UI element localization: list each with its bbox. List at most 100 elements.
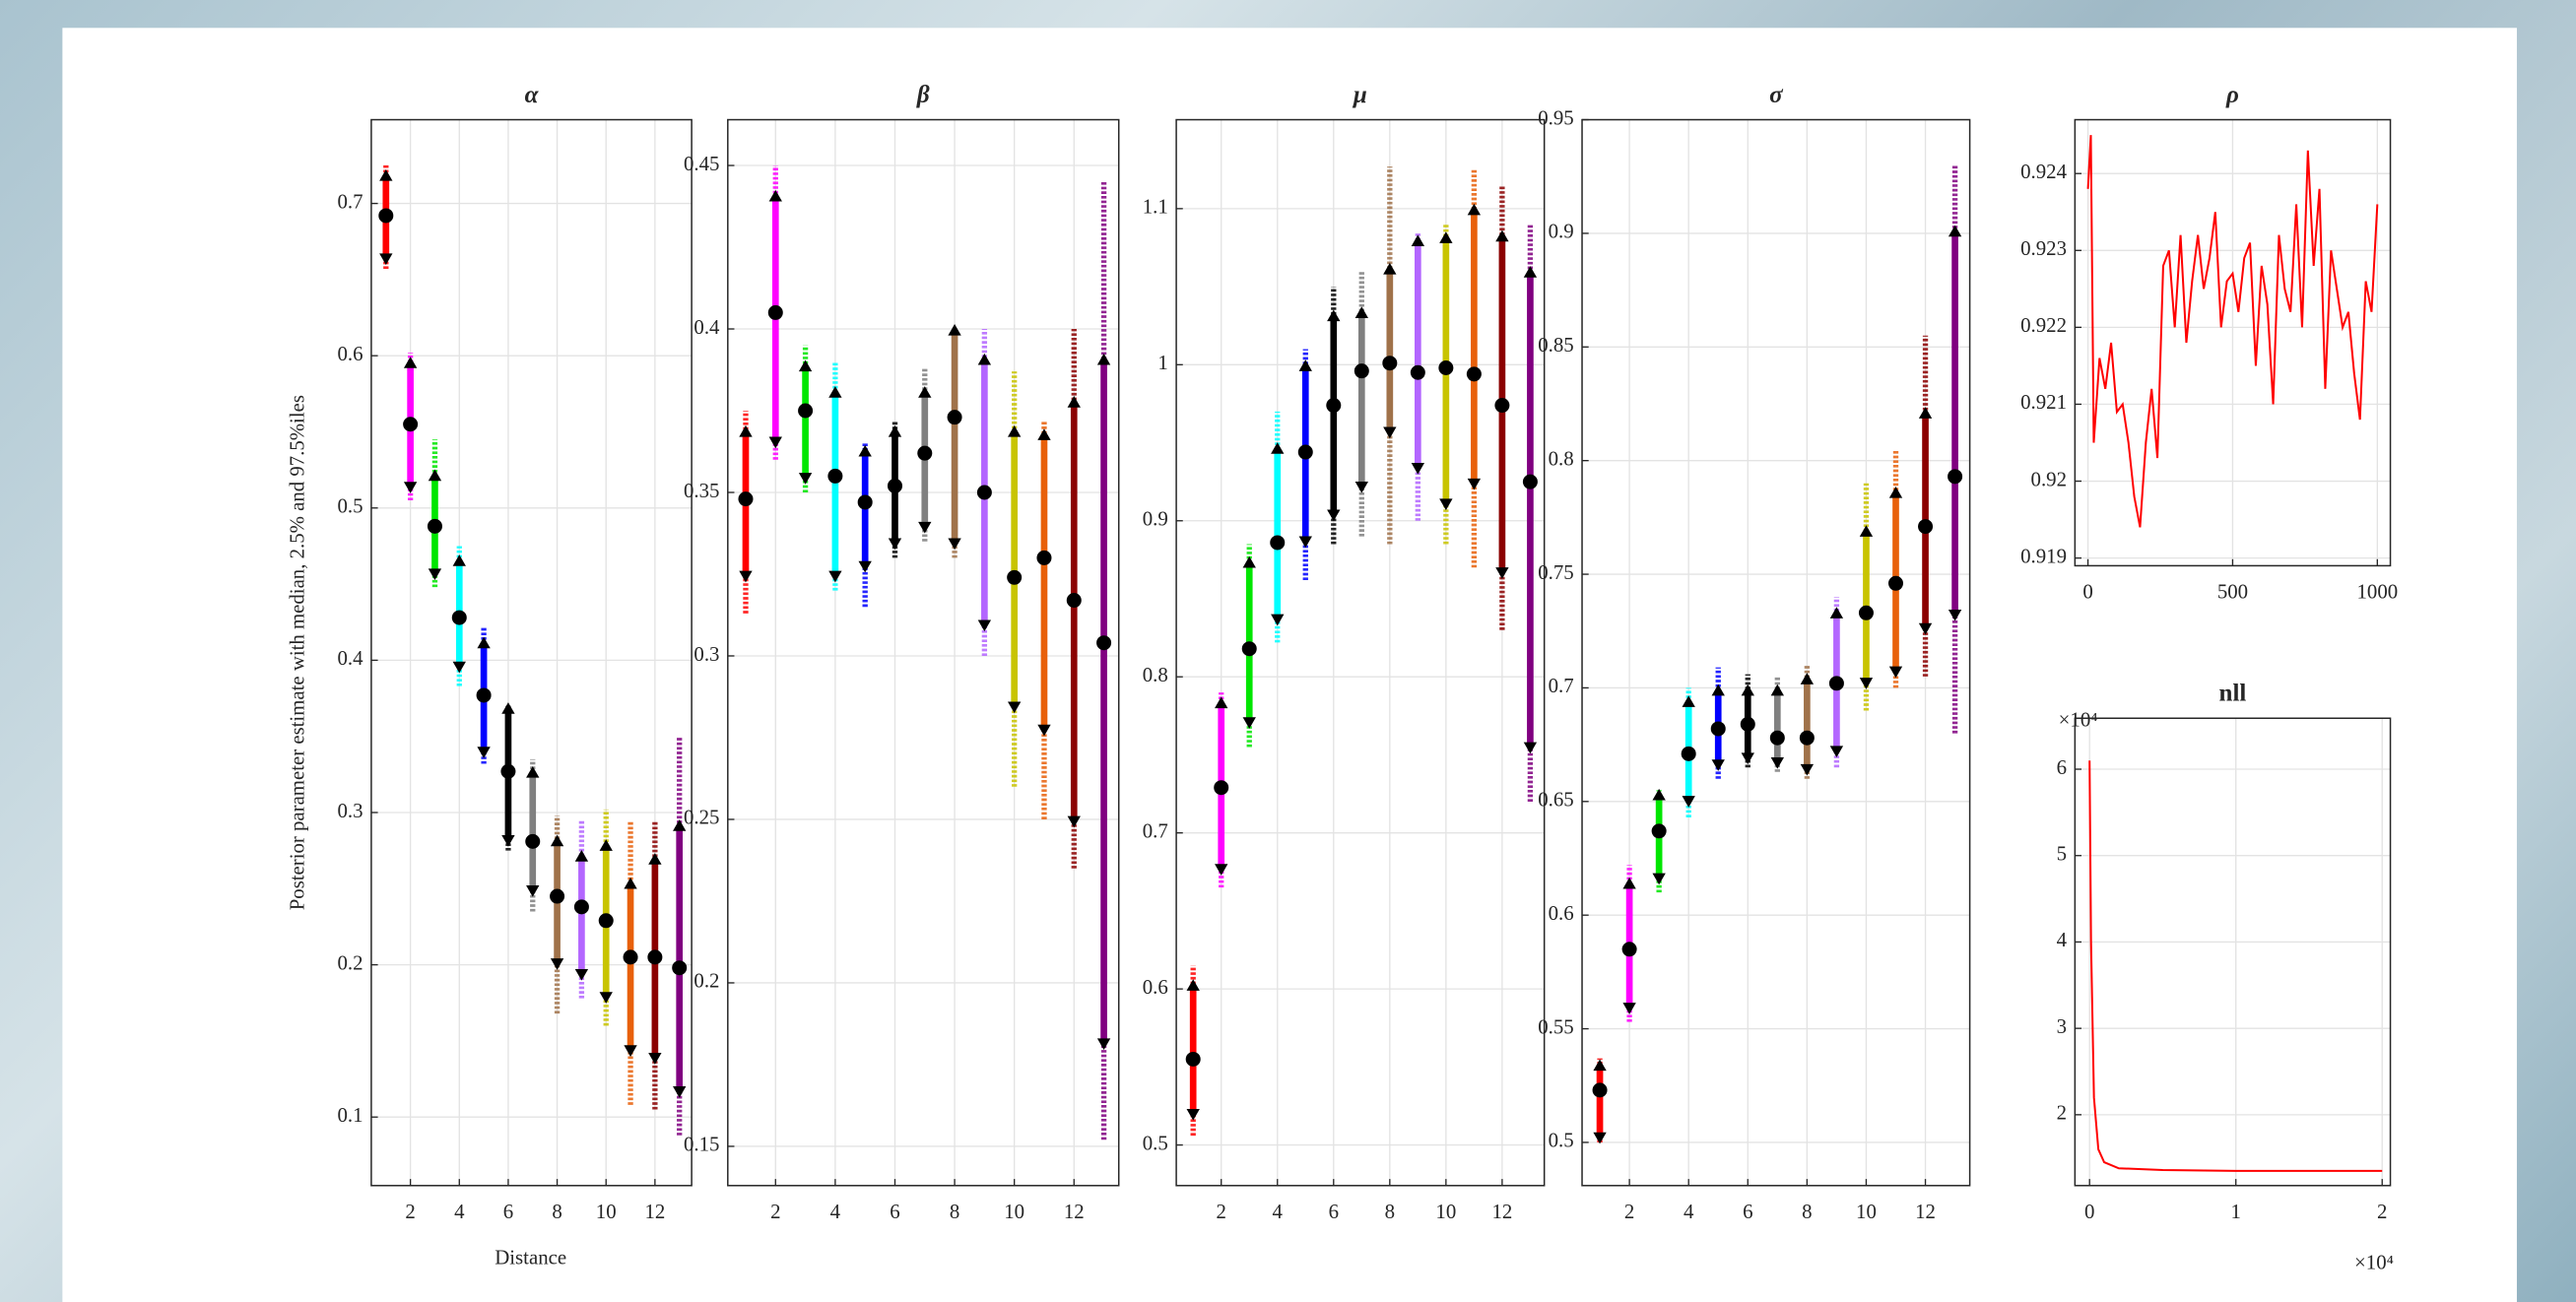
- upper-marker: [1888, 486, 1903, 498]
- x-tick-label: 10: [1004, 1200, 1024, 1223]
- upper-marker: [574, 850, 589, 862]
- y-tick-label: 0.9: [1143, 507, 1168, 531]
- upper-marker: [1829, 607, 1844, 618]
- median-marker: [798, 403, 814, 419]
- plot-area: [1582, 119, 1970, 1186]
- x-axis-label: Distance: [495, 1246, 566, 1269]
- lower-marker: [828, 570, 842, 583]
- y-tick-label: 0.5: [1549, 1129, 1574, 1152]
- y-tick-label: 0.75: [1538, 560, 1573, 584]
- upper-marker: [1523, 266, 1538, 278]
- median-marker: [1621, 942, 1637, 957]
- upper-marker: [1096, 353, 1111, 365]
- upper-marker: [452, 554, 466, 566]
- median-marker: [947, 410, 962, 425]
- lower-marker: [1948, 609, 1962, 621]
- upper-marker: [1067, 396, 1081, 408]
- median-marker: [976, 485, 992, 500]
- y-tick-label: 0.8: [1549, 446, 1574, 470]
- y-tick-label: 0.15: [684, 1133, 719, 1156]
- upper-marker: [550, 834, 564, 847]
- y-tick-label: 0.25: [684, 806, 719, 829]
- y-tick-label: 3: [2057, 1014, 2067, 1038]
- lower-marker: [1918, 622, 1933, 635]
- lower-marker: [798, 473, 813, 485]
- median-marker: [1066, 593, 1082, 609]
- upper-marker: [501, 702, 515, 714]
- upper-marker: [1411, 234, 1425, 247]
- median-marker: [623, 949, 638, 965]
- lower-marker: [1354, 481, 1368, 493]
- lower-marker: [1770, 756, 1784, 769]
- x-tick-label: 6: [503, 1200, 513, 1223]
- lower-marker: [1622, 1003, 1636, 1014]
- y-tick-label: 0.919: [2020, 544, 2067, 567]
- panel-title: α: [525, 82, 540, 108]
- y-tick-label: 0.3: [694, 642, 719, 666]
- lower-marker: [1067, 815, 1081, 828]
- median-marker: [1592, 1082, 1608, 1098]
- lower-marker: [1859, 678, 1874, 689]
- y-tick-label: 0.55: [1538, 1014, 1573, 1038]
- y-tick-label: 0.6: [1549, 901, 1574, 925]
- x-tick-label: 8: [950, 1200, 959, 1223]
- x-tick-label: 10: [596, 1200, 617, 1223]
- lower-marker: [1593, 1132, 1607, 1144]
- upper-marker: [739, 424, 753, 437]
- plot-frame: [370, 118, 693, 1187]
- lower-marker: [624, 1045, 637, 1057]
- lower-marker: [739, 570, 753, 583]
- lower-marker: [526, 884, 540, 897]
- upper-marker: [1242, 555, 1256, 568]
- lower-marker: [1495, 567, 1509, 579]
- lower-marker: [1271, 614, 1285, 626]
- upper-marker: [858, 444, 872, 457]
- x-tick-label: 10: [1435, 1200, 1456, 1223]
- lower-marker: [1800, 763, 1815, 776]
- median-marker: [647, 949, 663, 965]
- median-marker: [1214, 780, 1229, 796]
- x-tick-label: 4: [1273, 1200, 1284, 1223]
- upper-marker: [1354, 306, 1368, 318]
- lower-marker: [1096, 1038, 1111, 1051]
- median-marker: [1241, 641, 1257, 657]
- plot-area: [2075, 718, 2391, 1186]
- median-marker: [403, 417, 419, 432]
- upper-marker: [1008, 424, 1022, 437]
- median-marker: [500, 763, 516, 779]
- median-marker: [827, 468, 843, 484]
- upper-marker: [828, 386, 842, 398]
- upper-marker: [673, 819, 687, 831]
- y-tick-label: 0.924: [2020, 160, 2067, 183]
- median-marker: [1438, 359, 1454, 375]
- lower-marker: [673, 1086, 687, 1098]
- y-tick-label: 5: [2057, 842, 2067, 866]
- upper-marker: [1186, 979, 1200, 991]
- upper-marker: [599, 839, 613, 851]
- plot-area: [370, 119, 693, 1186]
- median-marker: [378, 208, 394, 224]
- upper-marker: [1467, 203, 1482, 216]
- upper-marker: [624, 877, 637, 889]
- x-tick-label: 500: [2217, 580, 2248, 604]
- y-tick-label: 0.45: [684, 152, 719, 175]
- lower-marker: [1186, 1108, 1200, 1121]
- upper-marker: [977, 353, 992, 365]
- plot-frame: [727, 118, 1120, 1187]
- lower-marker: [1037, 724, 1051, 737]
- y-tick-label: 0.9: [1549, 220, 1574, 243]
- y-tick-label: 6: [2057, 755, 2067, 779]
- upper-marker: [768, 189, 782, 202]
- x-tick-label: 6: [1743, 1200, 1752, 1223]
- lower-marker: [1008, 701, 1022, 714]
- upper-marker: [1593, 1059, 1607, 1072]
- lower-marker: [1242, 717, 1256, 729]
- y-tick-label: 0.922: [2020, 313, 2067, 337]
- x-multiplier: ×10⁴: [2354, 1250, 2394, 1273]
- x-tick-label: 4: [1684, 1200, 1694, 1223]
- lower-marker: [1383, 426, 1397, 439]
- median-marker: [1466, 366, 1482, 382]
- median-marker: [1710, 721, 1726, 737]
- x-tick-label: 0: [2082, 580, 2092, 604]
